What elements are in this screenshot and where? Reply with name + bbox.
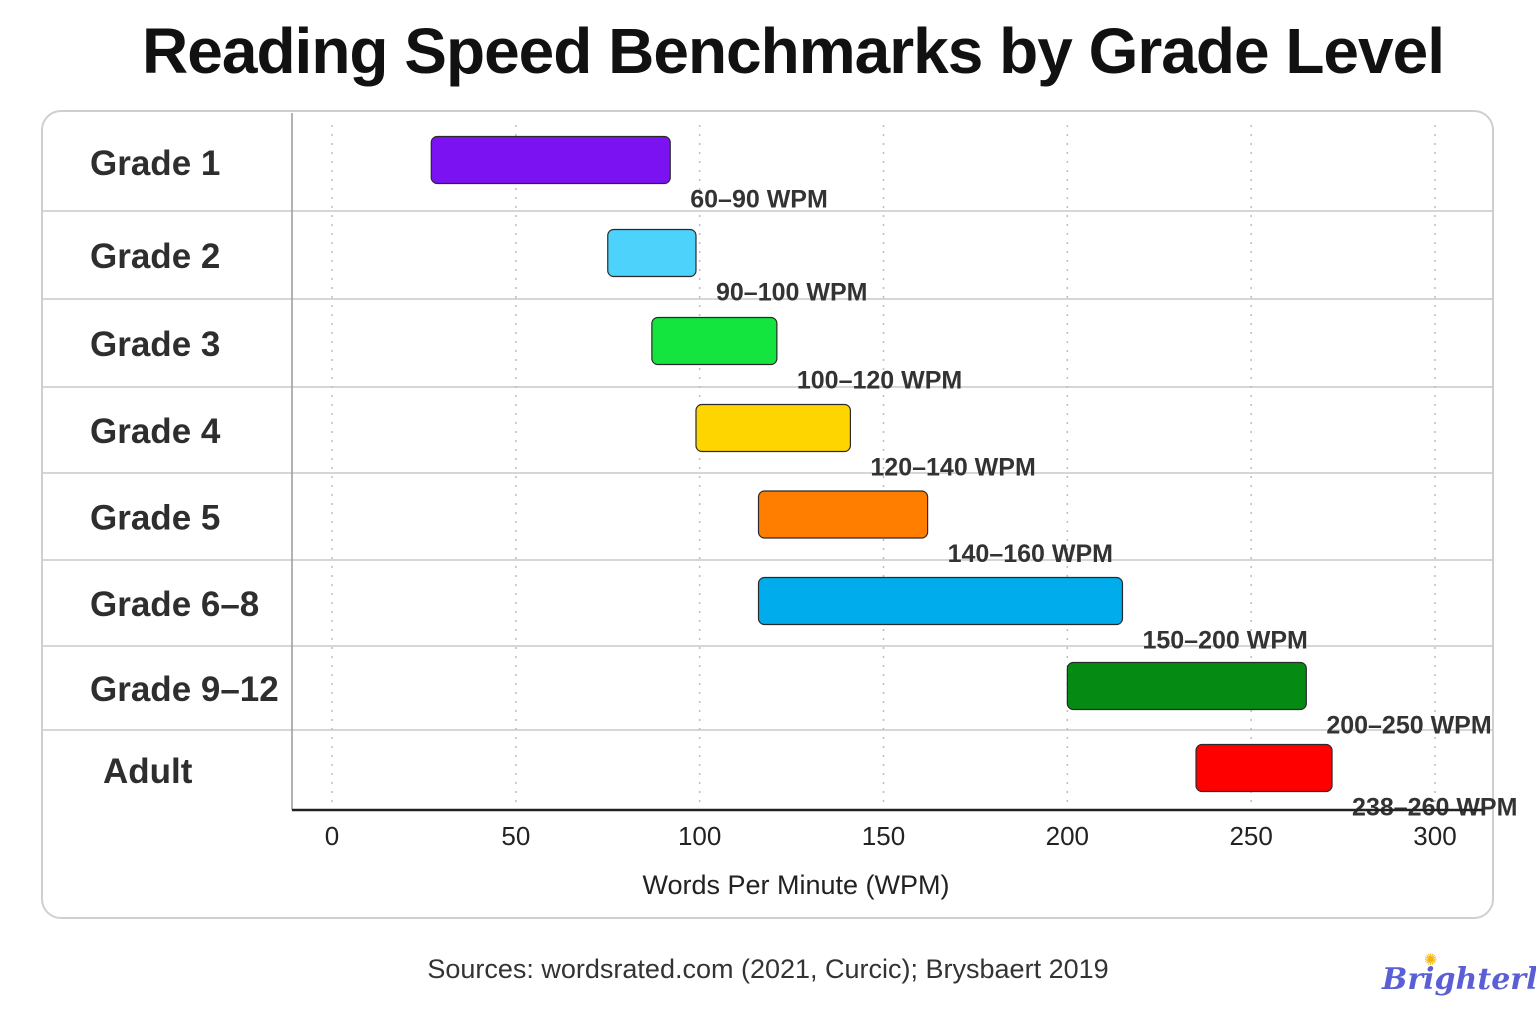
x-tick-label: 150 xyxy=(862,821,905,851)
x-tick-label: 50 xyxy=(501,821,530,851)
chart-frame xyxy=(41,110,1494,919)
x-tick-label: 0 xyxy=(325,821,339,851)
bar-8 xyxy=(1195,743,1333,793)
category-labels: Grade 1 Grade 2 Grade 3 Grade 4 Grade 5 Grade… xyxy=(90,144,279,791)
bar-labels: 60–90 WPM 90–100 WPM 100–120 WPM 120–140 WP… xyxy=(690,186,1517,822)
bar-7 xyxy=(1066,661,1307,711)
bar-label: 140–160 WPM xyxy=(948,540,1113,568)
category-label: Grade 6–8 xyxy=(90,585,259,624)
bar-label: 200–250 WPM xyxy=(1326,712,1491,740)
bar-label: 90–100 WPM xyxy=(716,279,867,307)
bar-label: 120–140 WPM xyxy=(870,454,1035,482)
bar-label: 238–260 WPM xyxy=(1352,794,1517,822)
category-label: Grade 1 xyxy=(90,144,220,183)
bar-1 xyxy=(430,135,671,185)
category-label: Grade 2 xyxy=(90,237,220,276)
source-note: Sources: wordsrated.com (2021, Curcic); … xyxy=(427,954,1109,984)
x-tick-label: 100 xyxy=(678,821,721,851)
chart-title: Reading Speed Benchmarks by Grade Level xyxy=(142,15,1445,87)
bar-5 xyxy=(757,490,929,539)
brand-logo: Brighterly xyxy=(1382,962,1536,997)
category-label: Grade 5 xyxy=(90,499,220,538)
category-label: Grade 4 xyxy=(90,412,221,451)
x-tick-label: 200 xyxy=(1046,821,1089,851)
bar-2 xyxy=(607,228,697,278)
bar-label: 150–200 WPM xyxy=(1142,627,1307,655)
bar-label: 60–90 WPM xyxy=(690,186,828,214)
bars xyxy=(430,135,1333,793)
category-label: Grade 3 xyxy=(90,325,220,364)
sun-icon: ✺ xyxy=(1424,950,1438,969)
x-axis-title: Words Per Minute (WPM) xyxy=(642,870,949,900)
x-tick-label: 300 xyxy=(1413,821,1456,851)
bar-label: 100–120 WPM xyxy=(797,367,962,395)
x-tick-label: 250 xyxy=(1229,821,1272,851)
bar-4 xyxy=(695,403,852,453)
category-label: Adult xyxy=(103,752,193,791)
bar-6 xyxy=(757,576,1124,626)
x-tick-labels: 0 50 100 150 200 250 300 xyxy=(325,821,1457,851)
bar-3 xyxy=(651,316,778,366)
category-label: Grade 9–12 xyxy=(90,670,279,709)
